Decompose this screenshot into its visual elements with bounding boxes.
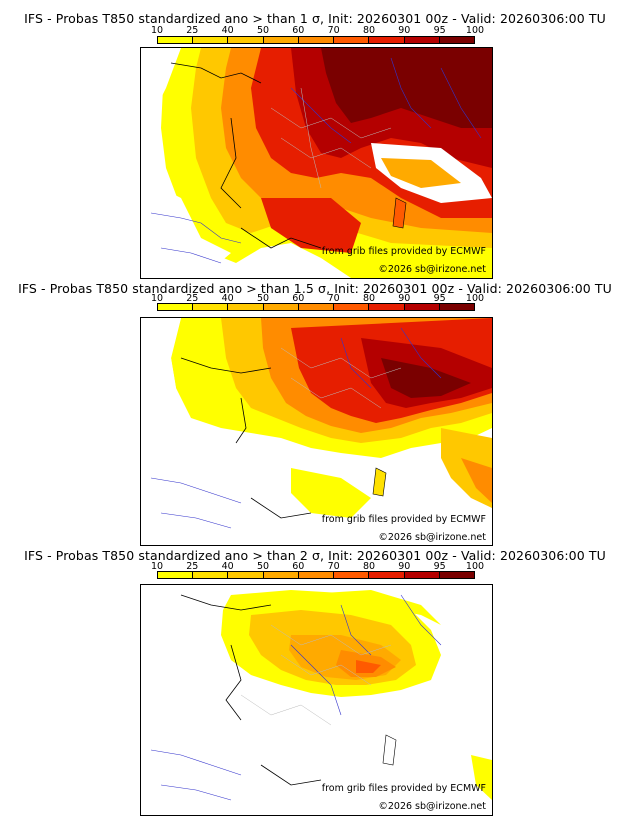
scale-label: 10 — [150, 293, 164, 304]
scale-label: 25 — [186, 25, 199, 36]
scale-swatch — [334, 37, 370, 43]
panel-title: IFS - Probas T850 standardized ano > tha… — [18, 281, 612, 296]
probability-map: from grib files provided by ECMWF ©2026 … — [140, 317, 493, 546]
scale-swatch — [298, 304, 335, 310]
scale-label: 25 — [186, 561, 199, 572]
scale-swatch — [439, 304, 474, 310]
color-scale-bar — [157, 571, 475, 579]
scale-label: 40 — [221, 25, 234, 36]
scale-swatch — [298, 572, 335, 578]
scale-swatch — [334, 304, 370, 310]
scale-label: 95 — [433, 25, 446, 36]
map-graphic — [150, 590, 492, 801]
scale-label: 90 — [398, 561, 411, 572]
copyright-credit: ©2026 sb@irizone.net — [378, 264, 486, 275]
scale-label: 70 — [327, 25, 340, 36]
scale-swatch — [404, 304, 440, 310]
scale-label: 70 — [327, 561, 340, 572]
scale-swatch — [404, 37, 440, 43]
scale-label: 60 — [292, 293, 305, 304]
scale-labels: 10 25 40 50 60 70 80 90 95 100 — [151, 25, 484, 36]
map-graphic — [141, 48, 492, 278]
scale-swatch — [334, 572, 370, 578]
source-credit: from grib files provided by ECMWF — [321, 514, 486, 525]
scale-label: 100 — [465, 293, 485, 304]
probability-map: from grib files provided by ECMWF ©2026 … — [140, 584, 493, 816]
source-credit: from grib files provided by ECMWF — [321, 783, 486, 794]
scale-swatch — [193, 37, 229, 43]
scale-swatch — [439, 37, 474, 43]
copyright-credit: ©2026 sb@irizone.net — [378, 801, 486, 812]
scale-label: 95 — [433, 561, 446, 572]
color-scale-bar — [157, 303, 475, 311]
scale-label: 60 — [292, 25, 305, 36]
scale-label: 95 — [433, 293, 446, 304]
scale-label: 25 — [186, 293, 199, 304]
scale-swatch — [298, 37, 335, 43]
scale-label: 80 — [362, 25, 376, 36]
scale-label: 40 — [221, 293, 234, 304]
scale-labels: 10 25 40 50 60 70 80 90 95 100 — [151, 561, 484, 572]
panel-title: IFS - Probas T850 standardized ano > tha… — [24, 11, 606, 26]
scale-swatch — [263, 37, 299, 43]
map-graphic — [141, 318, 492, 529]
scale-label: 100 — [465, 25, 485, 36]
scale-label: 90 — [398, 25, 411, 36]
source-credit: from grib files provided by ECMWF — [321, 246, 486, 257]
scale-label: 10 — [150, 25, 164, 36]
scale-swatch — [369, 572, 405, 578]
probability-map: from grib files provided by ECMWF ©2026 … — [140, 47, 493, 279]
scale-swatch — [228, 304, 264, 310]
scale-swatch — [439, 572, 474, 578]
scale-swatch — [263, 572, 299, 578]
scale-swatch — [158, 304, 194, 310]
scale-label: 10 — [150, 561, 164, 572]
scale-label: 80 — [362, 293, 376, 304]
scale-label: 90 — [398, 293, 411, 304]
scale-label: 100 — [465, 561, 485, 572]
scale-label: 40 — [221, 561, 234, 572]
copyright-credit: ©2026 sb@irizone.net — [378, 532, 486, 543]
scale-swatch — [263, 304, 299, 310]
scale-label: 70 — [327, 293, 340, 304]
scale-swatch — [404, 572, 440, 578]
scale-label: 80 — [362, 561, 376, 572]
scale-label: 50 — [256, 293, 270, 304]
scale-swatch — [369, 304, 405, 310]
scale-swatch — [228, 572, 264, 578]
scale-swatch — [158, 37, 194, 43]
scale-swatch — [228, 37, 264, 43]
scale-swatch — [193, 304, 229, 310]
scale-label: 50 — [256, 25, 270, 36]
scale-swatch — [369, 37, 405, 43]
scale-swatch — [193, 572, 229, 578]
scale-labels: 10 25 40 50 60 70 80 90 95 100 — [151, 293, 484, 304]
scale-label: 60 — [292, 561, 305, 572]
color-scale-bar — [157, 36, 475, 44]
scale-label: 50 — [256, 561, 270, 572]
panel-title: IFS - Probas T850 standardized ano > tha… — [24, 548, 606, 563]
scale-swatch — [158, 572, 194, 578]
